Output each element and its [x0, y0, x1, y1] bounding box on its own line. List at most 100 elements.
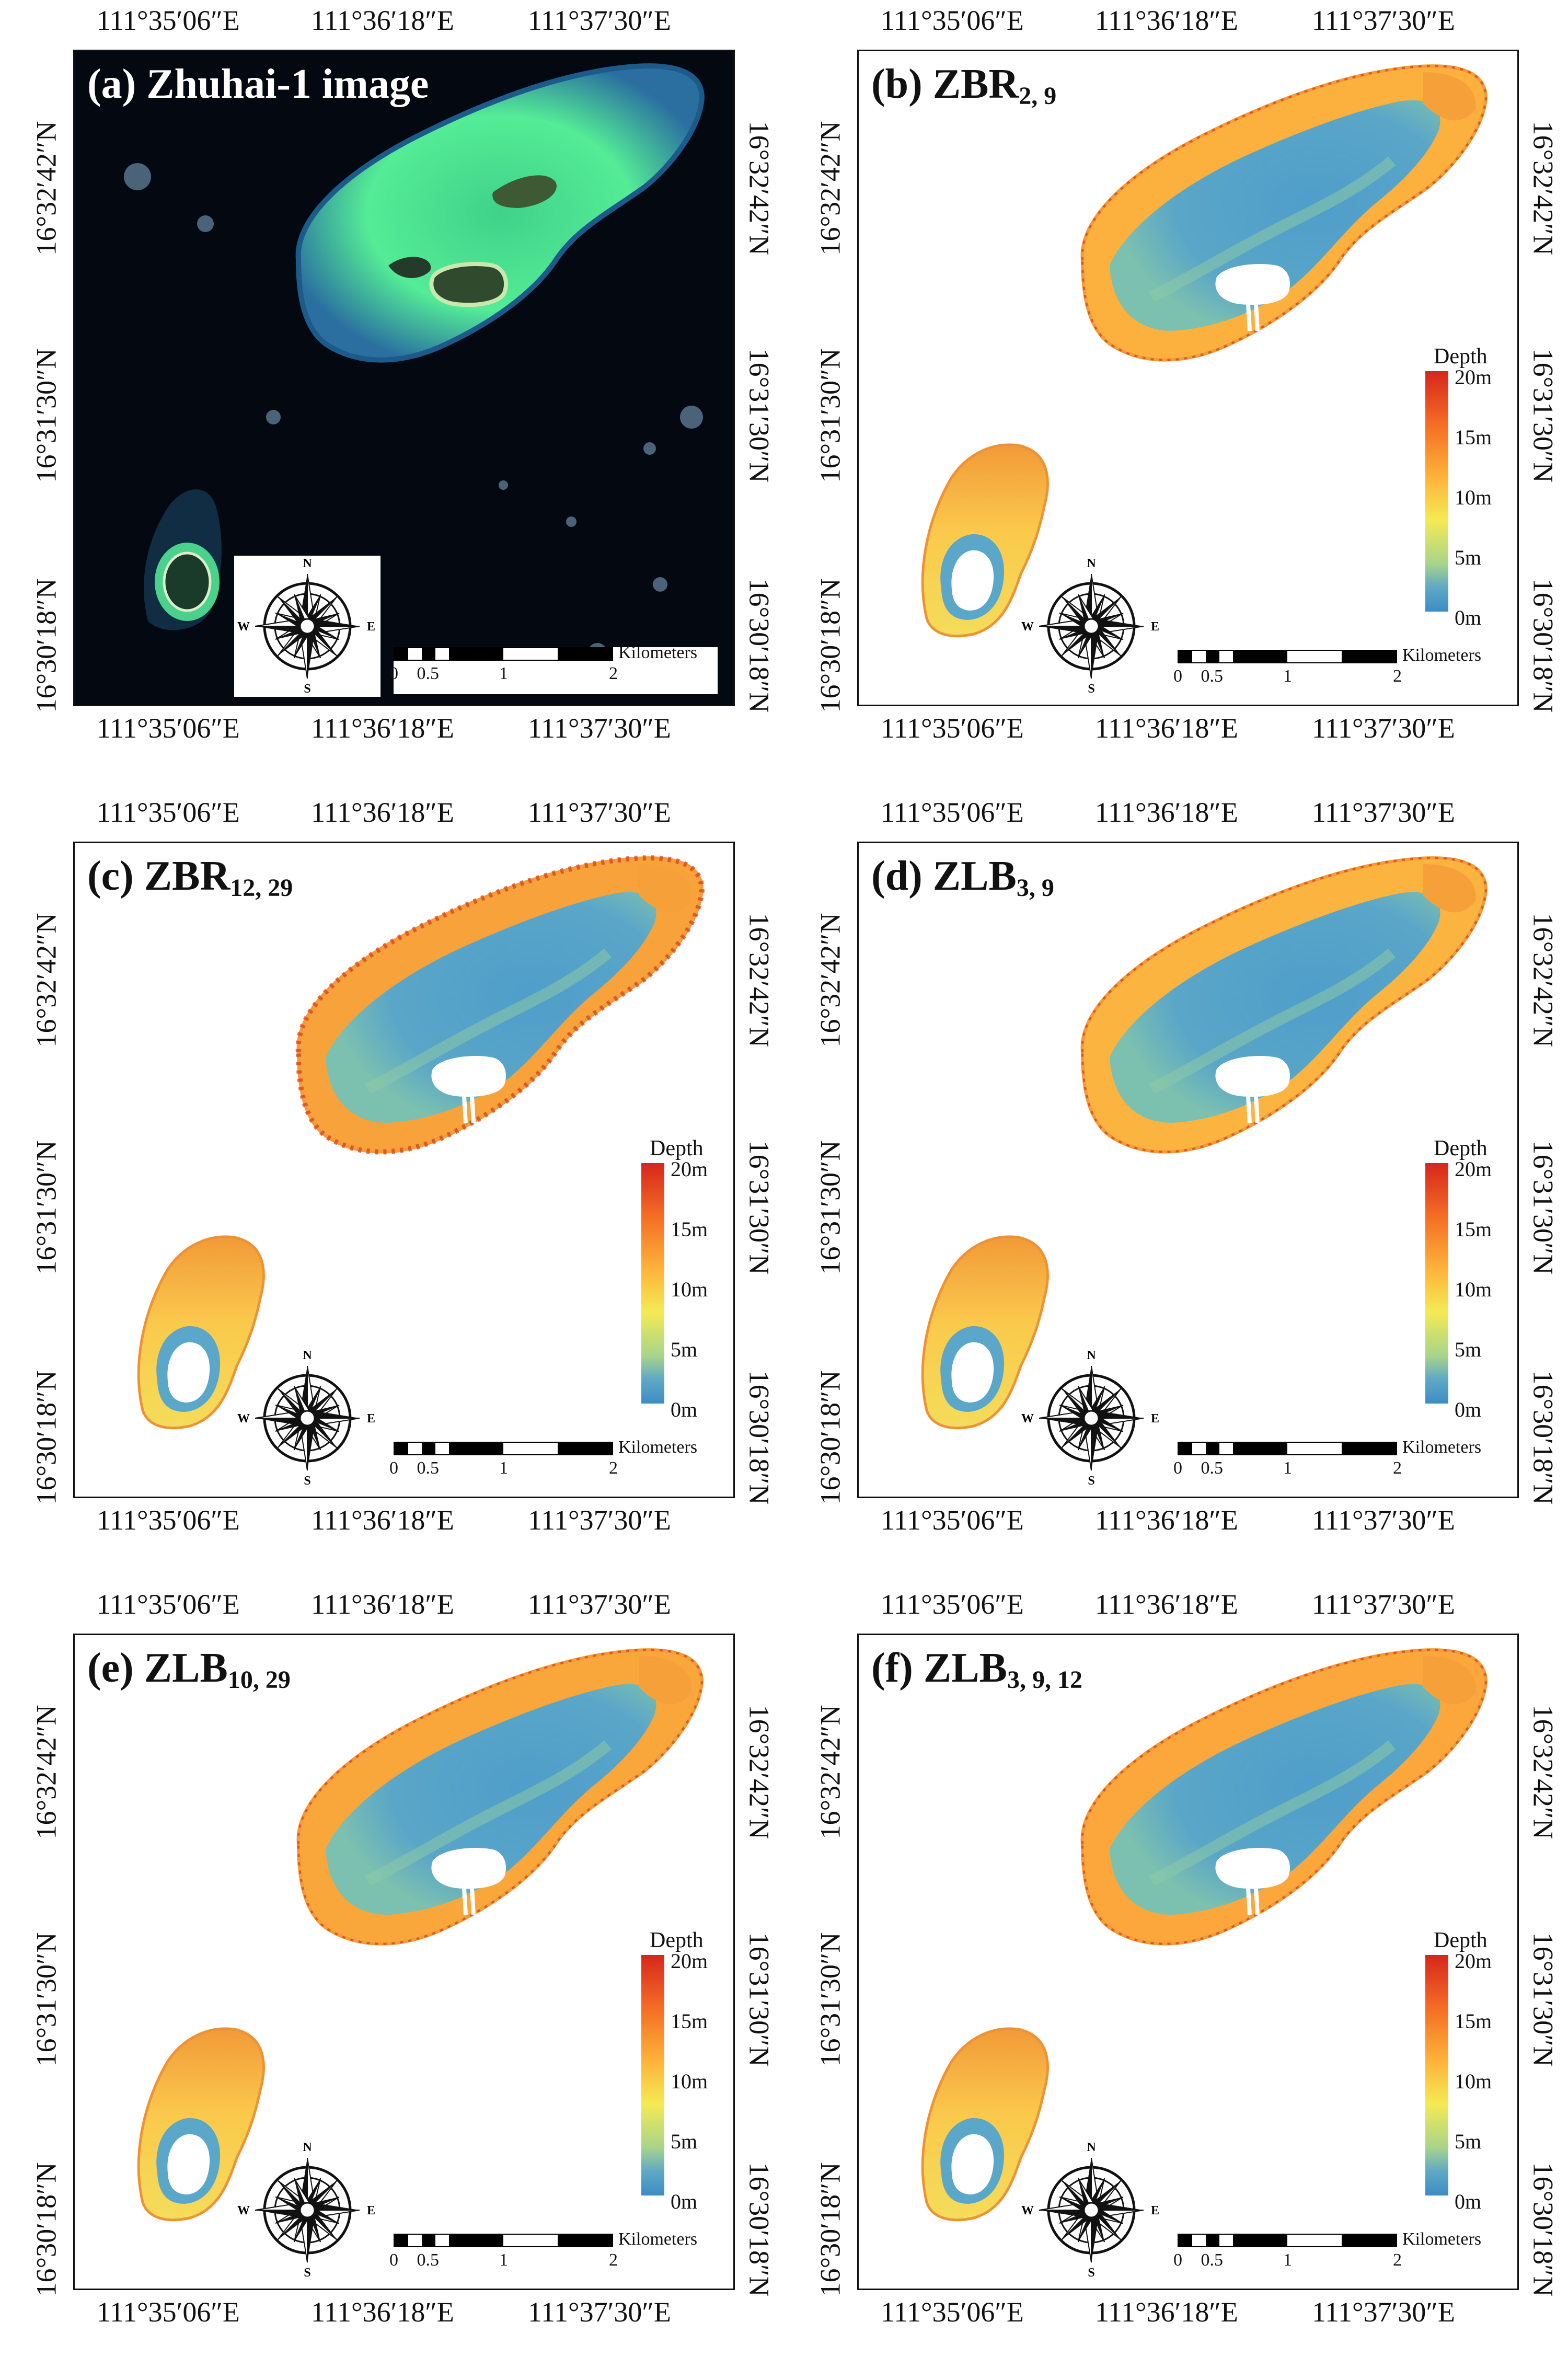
- legend-label: 20m: [671, 1949, 708, 1973]
- lon-tick-bottom: 111°35′06″E: [881, 1504, 1024, 1536]
- legend-label: 10m: [1455, 1278, 1492, 1301]
- scalebar-segment: [1206, 2235, 1219, 2246]
- map-frame: (b) ZBR2, 9 N S E W Kilometers 0 0.5 1 2 Depth 20m 1…: [857, 50, 1519, 706]
- lat-tick-right: 16°30′18″N: [1522, 1343, 1564, 1532]
- scalebar-label: 0: [389, 2250, 398, 2270]
- compass-n-label: N: [1087, 557, 1096, 570]
- lat-tick-right: 16°31′30″N: [738, 1905, 780, 2094]
- scalebar-segment: [408, 2235, 422, 2246]
- cloud-speck: [643, 442, 656, 455]
- panel-a: 111°35′06″E 111°35′06″E 111°36′18″E 111°36′…: [16, 0, 775, 784]
- lon-tick-top: 111°36′18″E: [1095, 797, 1238, 828]
- lat-tick-left: 16°32′42″N: [25, 94, 67, 282]
- lat-tick-text: 16°30′18″N: [814, 1370, 846, 1505]
- lat-tick-text: 16°31′30″N: [814, 1140, 846, 1275]
- lon-tick-bottom: 111°36′18″E: [311, 2296, 454, 2328]
- scalebar-segment: [1287, 2235, 1342, 2246]
- cloud-speck: [499, 480, 508, 490]
- scalebar-label: 1: [1283, 2250, 1292, 2270]
- legend-label: 0m: [1455, 606, 1482, 629]
- scalebar-segment: [503, 1443, 558, 1454]
- lat-tick-text: 16°31′30″N: [1527, 1140, 1559, 1275]
- scalebar: Kilometers 0 0.5 1 2: [1173, 2229, 1502, 2286]
- compass-rose-icon: N S E W: [237, 2141, 375, 2280]
- legend-label: 20m: [1455, 1157, 1492, 1181]
- scalebar-segment: [1179, 1443, 1192, 1454]
- compass-point: [1039, 2210, 1091, 2218]
- scalebar-segment: [558, 648, 612, 660]
- compass-e-label: E: [1151, 620, 1159, 634]
- cloud-speck: [197, 215, 214, 232]
- island-hole: [431, 1055, 506, 1097]
- lat-tick-left: 16°30′18″N: [25, 1343, 67, 1532]
- compass-e-label: E: [1151, 2204, 1159, 2217]
- compass-n-label: N: [303, 2141, 312, 2154]
- legend-label: 0m: [671, 1398, 698, 1421]
- map-frame: (a) Zhuhai-1 image N S E W Kilometers 0 0.5 1 2: [73, 50, 735, 706]
- depth-legend: Depth 20m 15m 10m 5m 0m: [1413, 1928, 1517, 2221]
- compass-point: [1091, 1410, 1144, 1418]
- lat-tick-text: 16°32′42″N: [743, 1705, 775, 1840]
- island-hole: [1215, 1847, 1290, 1889]
- compass: N S E W: [234, 2140, 381, 2281]
- scalebar-label: 1: [499, 2250, 508, 2270]
- scalebar-segment: [503, 648, 558, 660]
- scalebar-label: 0.5: [417, 2250, 440, 2270]
- lat-tick-left: 16°32′42″N: [25, 886, 67, 1074]
- reef-tip: [1423, 72, 1476, 121]
- scalebar: Kilometers 0 0.5 1 2: [389, 1438, 718, 1494]
- scalebar-segment: [435, 648, 449, 660]
- lat-tick-text: 16°31′30″N: [30, 348, 62, 483]
- cloud-speck: [680, 406, 703, 429]
- lon-tick-bottom: 111°37′30″E: [528, 2296, 671, 2328]
- scalebar: Kilometers 0 0.5 1 2: [389, 643, 718, 694]
- island-hole: [1215, 1055, 1290, 1097]
- lat-tick-right: 16°31′30″N: [738, 321, 780, 510]
- cloud-speck: [653, 577, 667, 592]
- lon-tick-bottom: 111°36′18″E: [311, 1504, 454, 1536]
- compass-point: [278, 2180, 307, 2214]
- sat-small-lagoon: [163, 551, 212, 612]
- compass: N S E W: [234, 556, 381, 697]
- scalebar-segment: [449, 2235, 503, 2246]
- lat-tick-text: 16°31′30″N: [814, 348, 846, 483]
- lat-tick-left: 16°30′18″N: [25, 551, 67, 740]
- lagoon-shoal: [1149, 948, 1396, 1094]
- scalebar-segment: [1219, 1443, 1233, 1454]
- depth-legend: Depth 20m 15m 10m 5m 0m: [1413, 344, 1517, 637]
- compass-point: [1091, 626, 1100, 679]
- map-canvas: [921, 856, 1488, 1430]
- scalebar-segment: [1179, 651, 1192, 662]
- legend-color-ramp: [1425, 1163, 1448, 1404]
- scalebar-label: 1: [499, 664, 508, 683]
- legend-label: 10m: [1455, 486, 1492, 509]
- panel-title: (c) ZBR12, 29: [87, 853, 293, 902]
- small-reef-hole: [951, 550, 994, 611]
- scalebar-label: 0: [1173, 1458, 1182, 1478]
- scalebar-segment: [1179, 2235, 1192, 2246]
- compass-w-label: W: [237, 2204, 250, 2217]
- lon-tick-top: 111°35′06″E: [881, 1589, 1024, 1620]
- scalebar-label: 0: [389, 664, 398, 683]
- compass-s-label: S: [1088, 1474, 1094, 1488]
- lat-tick-text: 16°30′18″N: [30, 578, 62, 713]
- scalebar-bar: [394, 647, 613, 661]
- scalebar-label: 1: [1283, 1458, 1292, 1478]
- compass-point: [1062, 596, 1091, 630]
- lon-tick-top: 111°37′30″E: [1312, 5, 1455, 36]
- scalebar-unit: Kilometers: [1402, 2229, 1482, 2249]
- lat-tick-text: 16°32′42″N: [1527, 121, 1559, 256]
- compass-center: [1083, 618, 1100, 635]
- panel-e: 111°35′06″E 111°35′06″E 111°36′18″E 111°36′…: [16, 1584, 775, 2368]
- panel-name: ZLB: [932, 853, 1017, 899]
- compass-e-label: E: [367, 1412, 375, 1426]
- scalebar-label: 0.5: [1201, 1458, 1224, 1478]
- sat-dark-patch: [388, 257, 431, 278]
- lon-tick-top: 111°37′30″E: [528, 797, 671, 828]
- compass-n-label: N: [303, 557, 312, 570]
- compass-s-label: S: [304, 2266, 310, 2280]
- reef-edge-speckle: [295, 855, 705, 1155]
- scalebar-bar: [394, 1442, 613, 1455]
- lat-tick-text: 16°31′30″N: [743, 1932, 775, 2067]
- lon-tick-bottom: 111°35′06″E: [881, 712, 1024, 744]
